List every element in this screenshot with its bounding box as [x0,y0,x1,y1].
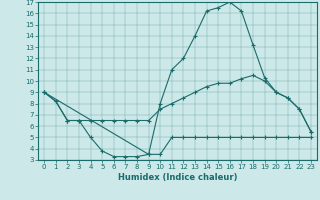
X-axis label: Humidex (Indice chaleur): Humidex (Indice chaleur) [118,173,237,182]
